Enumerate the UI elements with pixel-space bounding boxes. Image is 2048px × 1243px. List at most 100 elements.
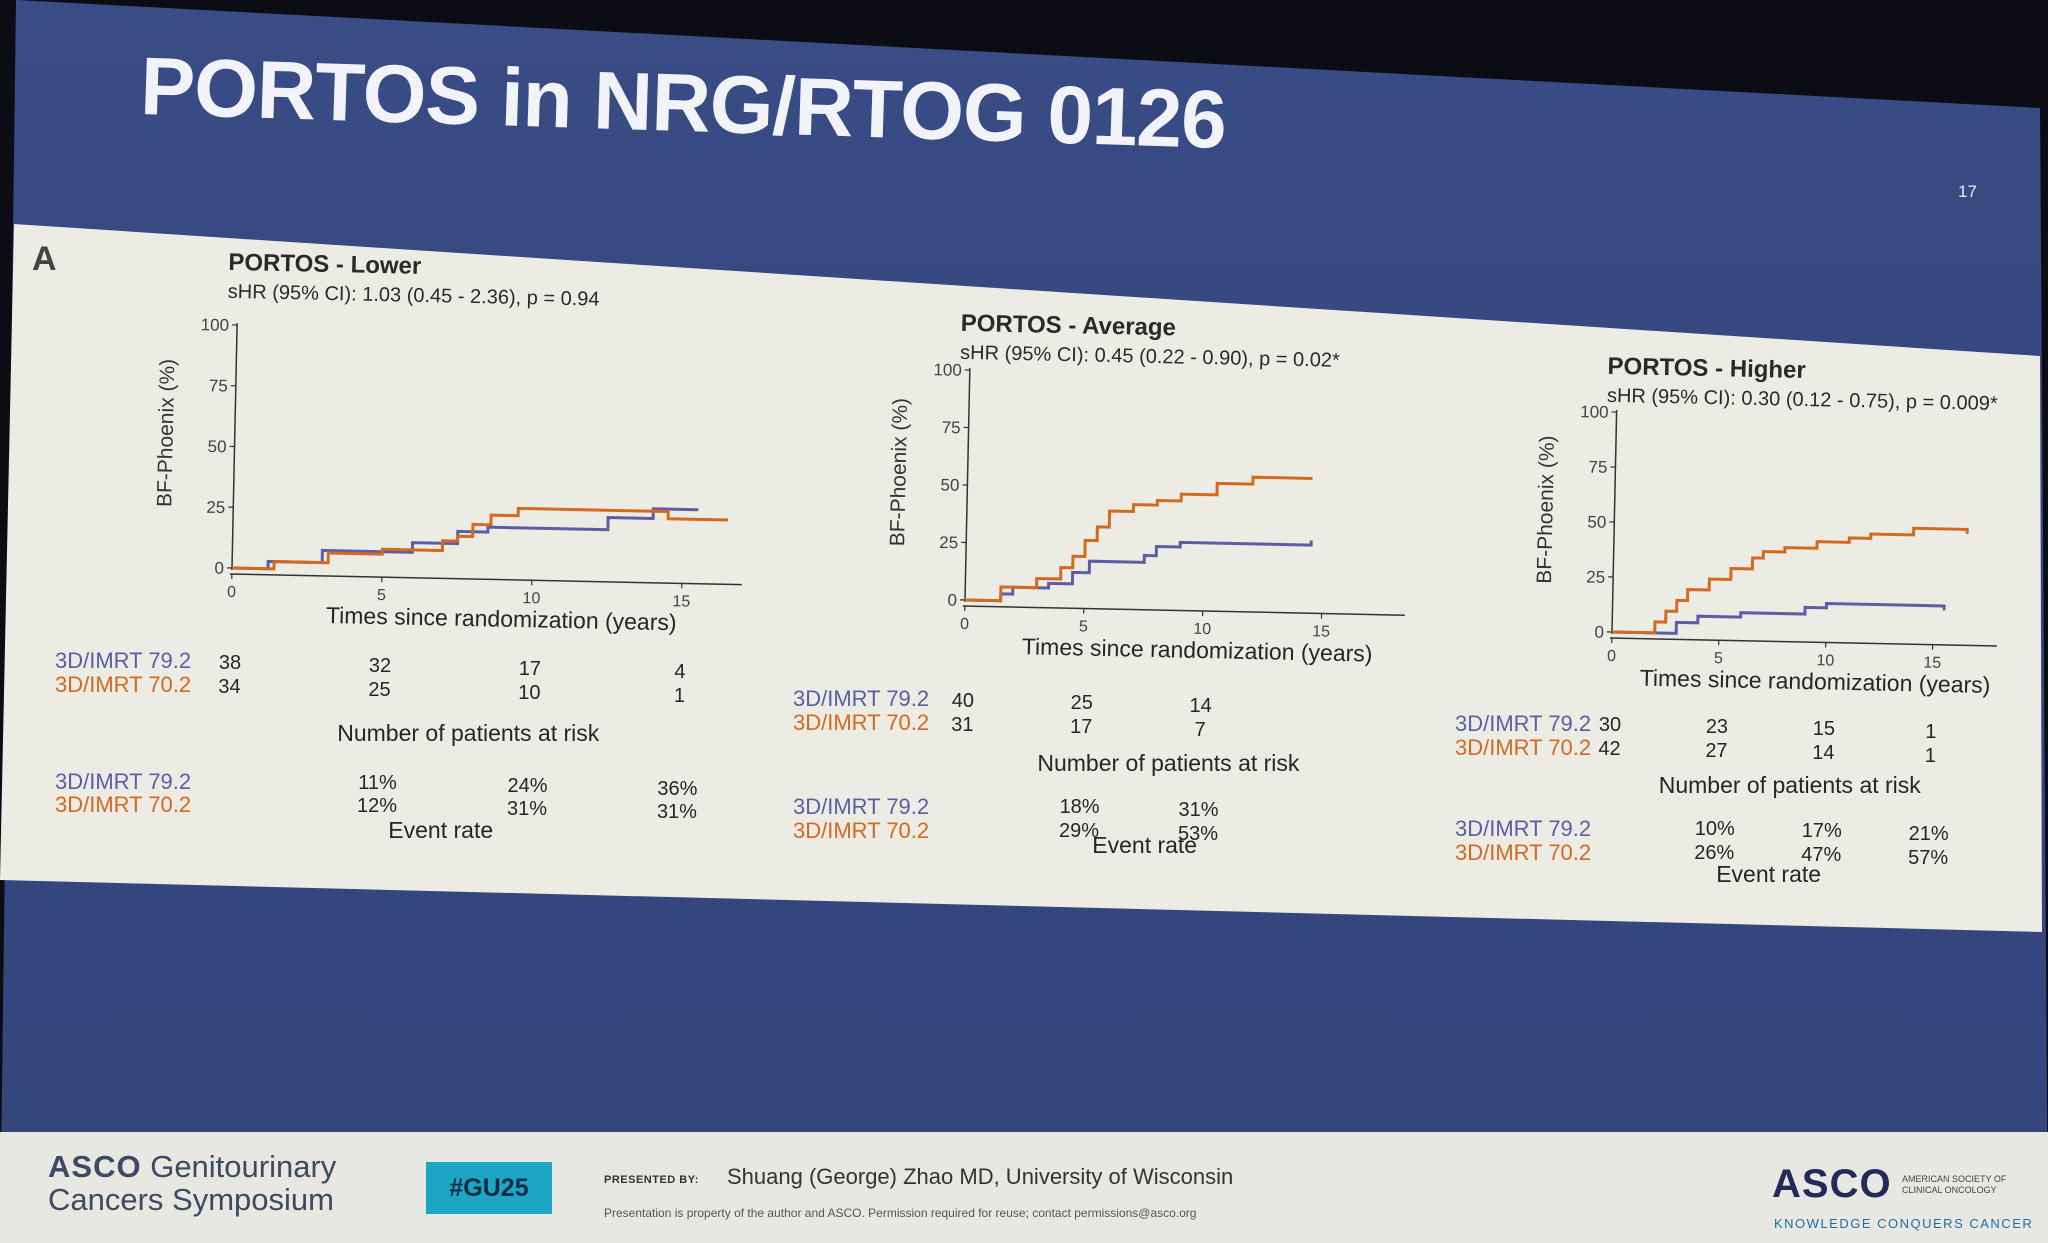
x-tick-label: 0 <box>227 584 236 601</box>
event-rate-row-label: 3D/IMRT 79.2 <box>1455 815 1592 841</box>
y-tick-label: 100 <box>201 315 230 335</box>
presented-by-label: PRESENTED BY: <box>604 1174 699 1186</box>
series-line-79-2 <box>964 540 1313 603</box>
event-rate-value: 10% <box>1694 818 1735 841</box>
at-risk-value: 1 <box>673 685 685 708</box>
chart-title: PORTOS - Average <box>961 310 1177 342</box>
event-rate-caption: Event rate <box>1092 831 1198 858</box>
x-tick-label: 10 <box>1816 652 1834 669</box>
series-line-70-2 <box>231 506 729 571</box>
at-risk-row-label: 3D/IMRT 79.2 <box>1455 710 1592 736</box>
y-tick-label: 100 <box>933 360 962 380</box>
event-rate-value: 31% <box>1178 798 1219 821</box>
y-tick-label: 75 <box>1588 457 1607 476</box>
y-tick-label: 75 <box>941 418 960 437</box>
y-tick-label: 50 <box>940 475 959 494</box>
at-risk-caption: Number of patients at risk <box>1037 750 1300 777</box>
x-tick-label: 5 <box>1714 650 1723 667</box>
event-rate-value: 21% <box>1908 822 1949 845</box>
at-risk-value: 1 <box>1925 720 1937 743</box>
x-tick-label: 5 <box>1079 618 1088 635</box>
hashtag-badge: #GU25 <box>426 1162 552 1214</box>
at-risk-caption: Number of patients at risk <box>1658 771 1921 798</box>
disclaimer-text: Presentation is property of the author a… <box>604 1206 1197 1220</box>
event-rate-value: 17% <box>1801 820 1842 843</box>
y-tick-label: 25 <box>1586 567 1605 586</box>
panel-label: A <box>32 240 57 278</box>
y-axis-label: BF-Phoenix (%) <box>153 359 179 508</box>
asco-society-name: AMERICAN SOCIETY OF CLINICAL ONCOLOGY <box>1902 1174 2007 1195</box>
series-line-79-2 <box>1611 601 1946 635</box>
presenter-name: Shuang (George) Zhao MD, University of W… <box>727 1164 1234 1189</box>
at-risk-value: 4 <box>674 661 686 684</box>
x-tick-label: 5 <box>377 587 386 604</box>
at-risk-row-label: 3D/IMRT 79.2 <box>793 686 930 712</box>
at-risk-value: 1 <box>1924 744 1936 767</box>
at-risk-value: 38 <box>218 651 242 674</box>
at-risk-value: 14 <box>1812 742 1835 765</box>
event-rate-value: 12% <box>357 795 398 818</box>
event-rate-value: 31% <box>506 798 547 821</box>
at-risk-caption: Number of patients at risk <box>337 719 600 746</box>
asco-tagline: KNOWLEDGE CONQUERS CANCER <box>1774 1216 2034 1231</box>
chart-subtitle: sHR (95% CI): 0.45 (0.22 - 0.90), p = 0.… <box>960 342 1340 372</box>
event-rate-row-label: 3D/IMRT 70.2 <box>55 791 192 817</box>
at-risk-value: 23 <box>1705 716 1729 739</box>
x-tick-label: 0 <box>1607 648 1616 665</box>
y-tick-label: 0 <box>214 559 224 578</box>
at-risk-value: 40 <box>951 689 974 712</box>
chart-title: PORTOS - Lower <box>228 249 421 280</box>
at-risk-row-label: 3D/IMRT 70.2 <box>1455 734 1592 760</box>
x-axis <box>229 573 742 586</box>
at-risk-value: 7 <box>1194 718 1206 741</box>
x-tick-label: 15 <box>1923 655 1941 672</box>
at-risk-value: 34 <box>218 675 241 698</box>
x-tick-label: 10 <box>1193 621 1211 638</box>
at-risk-value: 42 <box>1598 737 1621 760</box>
event-rate-caption: Event rate <box>1716 861 1822 888</box>
event-rate-value: 31% <box>656 801 697 824</box>
at-risk-row-label: 3D/IMRT 70.2 <box>55 672 192 698</box>
at-risk-row-label: 3D/IMRT 79.2 <box>55 648 192 674</box>
y-tick-label: 0 <box>947 591 957 610</box>
y-tick-label: 25 <box>206 498 225 517</box>
chart-title: PORTOS - Higher <box>1607 353 1806 384</box>
y-tick-label: 50 <box>1587 512 1606 531</box>
event-rate-row-label: 3D/IMRT 79.2 <box>793 793 930 819</box>
y-axis-label: BF-Phoenix (%) <box>886 398 912 547</box>
at-risk-value: 25 <box>1070 692 1093 715</box>
x-tick-label: 15 <box>1312 623 1330 640</box>
event-rate-value: 47% <box>1801 844 1842 867</box>
event-rate-value: 18% <box>1059 796 1100 819</box>
asco-logo: ASCO <box>1772 1162 1892 1206</box>
event-rate-value: 36% <box>657 778 698 801</box>
x-axis <box>962 605 1405 616</box>
chart-subtitle: sHR (95% CI): 1.03 (0.45 - 2.36), p = 0.… <box>228 281 600 311</box>
event-rate-caption: Event rate <box>388 817 494 844</box>
event-rate-row-label: 3D/IMRT 70.2 <box>1455 839 1592 865</box>
footer: ASCO Genitourinary Cancers Symposium #GU… <box>0 1132 2048 1243</box>
series-line-70-2 <box>1611 526 1969 635</box>
event-rate-value: 26% <box>1694 842 1735 865</box>
chart-subtitle: sHR (95% CI): 0.30 (0.12 - 0.75), p = 0.… <box>1607 385 1998 415</box>
x-tick-label: 10 <box>522 590 540 607</box>
event-rate-row-label: 3D/IMRT 70.2 <box>793 817 930 843</box>
series-line-70-2 <box>964 475 1313 603</box>
at-risk-value: 27 <box>1705 740 1728 763</box>
at-risk-value: 14 <box>1189 694 1212 717</box>
at-risk-value: 15 <box>1812 718 1835 741</box>
at-risk-value: 30 <box>1598 713 1622 736</box>
at-risk-value: 25 <box>368 679 391 702</box>
event-rate-value: 53% <box>1177 822 1218 845</box>
y-tick-label: 75 <box>209 376 228 395</box>
event-rate-value: 29% <box>1059 820 1100 843</box>
event-rate-row-label: 3D/IMRT 79.2 <box>55 768 192 794</box>
x-tick-label: 15 <box>672 593 690 610</box>
x-axis <box>1609 637 1997 647</box>
x-axis-label: Times since randomization (years) <box>326 602 677 635</box>
y-tick-label: 0 <box>1594 623 1604 642</box>
y-axis-label: BF-Phoenix (%) <box>1533 435 1559 584</box>
